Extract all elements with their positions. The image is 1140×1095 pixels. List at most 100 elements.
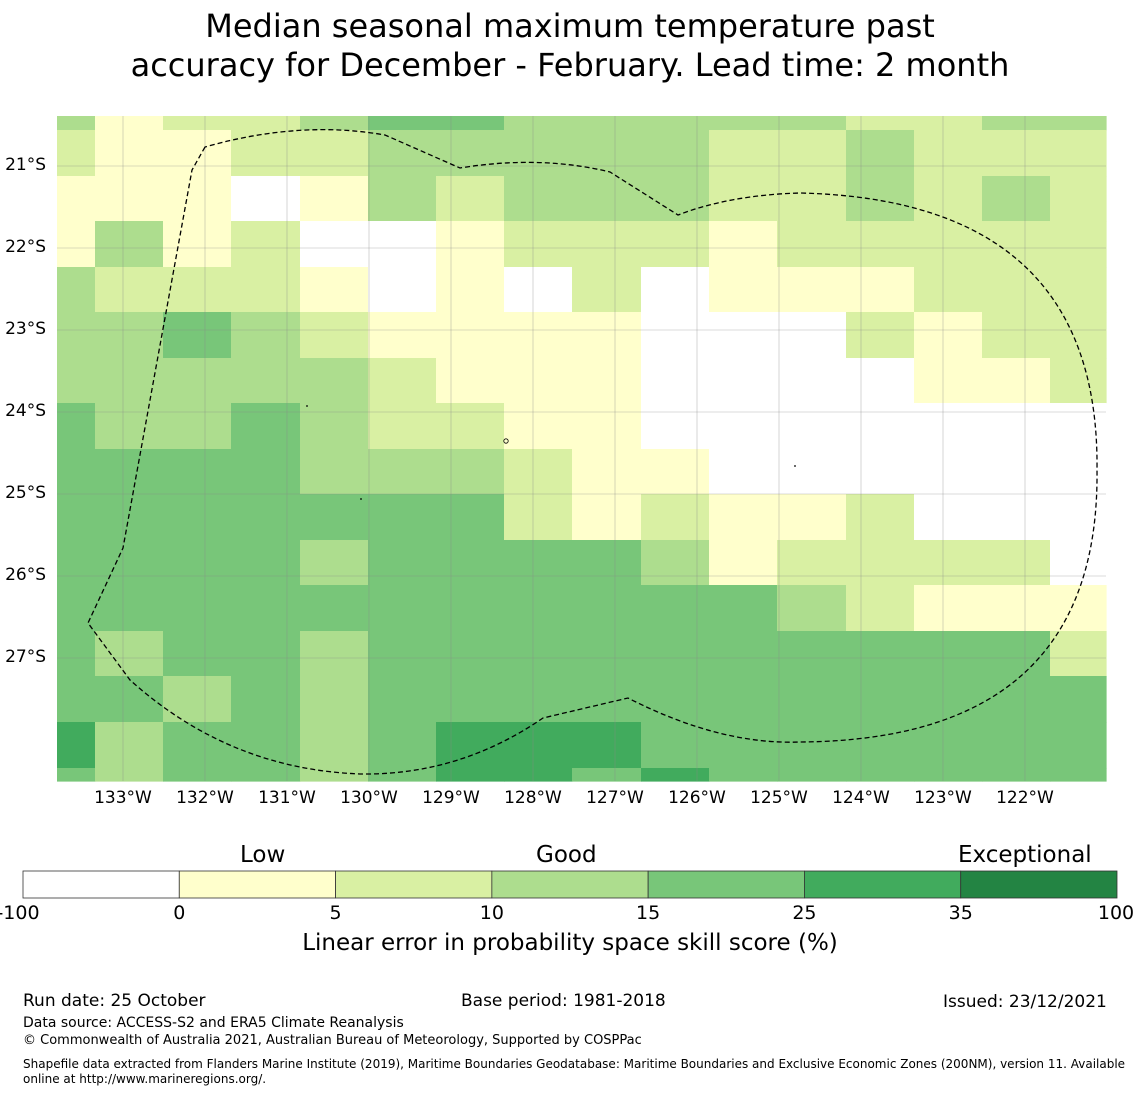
grid-cell <box>572 449 642 495</box>
grid-cell <box>95 768 164 782</box>
grid-cell <box>1050 631 1107 677</box>
grid-cell <box>504 631 573 677</box>
colorbar-tick-label: 25 <box>792 902 817 924</box>
colorbar-segment <box>178 870 336 899</box>
grid-cell <box>1050 116 1107 131</box>
shapefile-credit-line2: online at http://www.marineregions.org/. <box>23 1072 267 1086</box>
longitude-label: 125°W <box>750 788 808 808</box>
grid-cell <box>436 267 505 313</box>
grid-cell <box>641 540 710 586</box>
grid-cell <box>709 358 778 404</box>
grid-cell <box>1050 540 1107 586</box>
grid-cell <box>95 267 164 313</box>
grid-cell <box>57 221 96 268</box>
colorbar-tick-label: 35 <box>948 902 973 924</box>
grid-cell <box>57 358 96 404</box>
grid-cell <box>641 449 710 495</box>
grid-cell <box>777 449 847 495</box>
grid-cell <box>436 768 505 782</box>
latitude-label: 21°S <box>5 155 46 175</box>
run-date: Run date: 25 October <box>23 991 206 1011</box>
grid-cell <box>300 722 369 769</box>
grid-cell <box>504 176 573 222</box>
grid-cell <box>231 768 301 782</box>
colorbar-axis-label: Linear error in probability space skill … <box>302 930 838 956</box>
colorbar <box>22 870 1118 899</box>
grid-cell <box>846 403 915 450</box>
grid-cell <box>1050 403 1107 450</box>
grid-cell <box>777 631 847 677</box>
grid-cell <box>572 540 642 586</box>
grid-cell <box>163 768 232 782</box>
grid-cell <box>1050 676 1107 723</box>
grid-cell <box>231 676 301 723</box>
colorbar-tick-label: 15 <box>636 902 661 924</box>
grid-cell <box>368 221 437 268</box>
longitude-label: 127°W <box>586 788 644 808</box>
grid-cell <box>368 540 437 586</box>
island-mark <box>794 465 796 467</box>
grid-cell <box>914 722 983 769</box>
grid-cell <box>57 676 96 723</box>
grid-cell <box>57 494 96 541</box>
grid-cell <box>914 676 983 723</box>
grid-cell <box>777 130 847 177</box>
grid-cell <box>1050 358 1107 404</box>
grid-cell <box>436 221 505 268</box>
grid-cell <box>300 130 369 177</box>
grid-cell <box>504 358 573 404</box>
grid-cell <box>982 130 1051 177</box>
grid-cell <box>777 312 847 359</box>
grid-cell <box>1050 176 1107 222</box>
grid-cell <box>641 631 710 677</box>
grid-cell <box>709 221 778 268</box>
grid-cell <box>504 676 573 723</box>
longitude-label: 124°W <box>832 788 890 808</box>
grid-cell <box>982 312 1051 359</box>
grid-cell <box>914 116 983 131</box>
grid-cell <box>57 312 96 359</box>
grid-cell <box>436 676 505 723</box>
grid-cell <box>231 722 301 769</box>
grid-cell <box>777 585 847 632</box>
grid-cell <box>368 116 437 131</box>
grid-cell <box>368 176 437 222</box>
grid-cell <box>504 540 573 586</box>
grid-cell <box>504 403 573 450</box>
grid-cell <box>914 631 983 677</box>
grid-cell <box>572 130 642 177</box>
grid-cell <box>436 358 505 404</box>
grid-cell <box>231 267 301 313</box>
longitude-label: 133°W <box>94 788 152 808</box>
grid-cell <box>57 267 96 313</box>
grid-cell <box>846 358 915 404</box>
grid-cell <box>572 358 642 404</box>
grid-cell <box>846 176 915 222</box>
base-period: Base period: 1981-2018 <box>461 991 666 1011</box>
grid-cell <box>846 494 915 541</box>
grid-cell <box>982 768 1051 782</box>
grid-cell <box>641 722 710 769</box>
grid-cell <box>504 585 573 632</box>
grid-cell <box>436 722 505 769</box>
colorbar-segment <box>804 870 962 899</box>
grid-cell <box>1050 449 1107 495</box>
longitude-label: 131°W <box>258 788 316 808</box>
grid-cell <box>95 540 164 586</box>
grid-cell <box>1050 221 1107 268</box>
grid-cell <box>504 494 573 541</box>
grid-cell <box>300 403 369 450</box>
latitude-label: 25°S <box>5 483 46 503</box>
grid-cell <box>163 176 232 222</box>
grid-cell <box>846 267 915 313</box>
grid-cell <box>368 312 437 359</box>
colorbar-segment <box>647 870 805 899</box>
grid-cell <box>504 116 573 131</box>
latitude-label: 24°S <box>5 401 46 421</box>
grid-cell <box>231 449 301 495</box>
grid-cell <box>1050 494 1107 541</box>
grid-cell <box>57 631 96 677</box>
grid-cell <box>982 676 1051 723</box>
grid-cell <box>982 449 1051 495</box>
